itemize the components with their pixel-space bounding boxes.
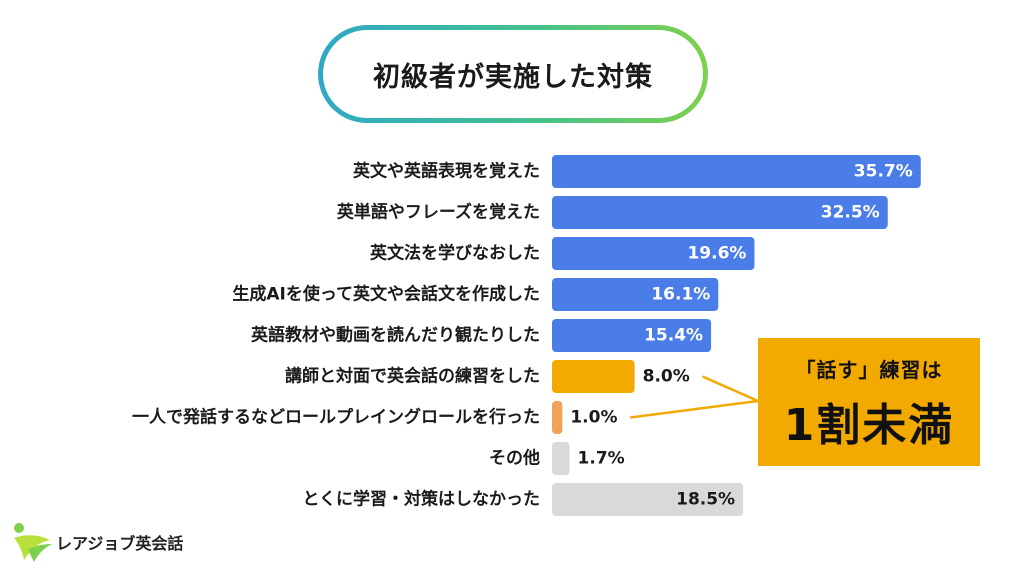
- value-label-4: 15.4%: [644, 326, 703, 346]
- brand-logo-text: レアジョブ英会話: [56, 534, 184, 553]
- category-label-6: 一人で発話するなどロールプレイングロールを行った: [132, 407, 540, 428]
- bars-layer: 英文や英語表現を覚えた 35.7% 英単語やフレーズを覚えた 32.5% 英文法を学びな…: [132, 155, 921, 516]
- brand-mark-icon: [14, 523, 52, 562]
- value-label-8: 18.5%: [676, 490, 735, 510]
- value-label-2: 19.6%: [687, 244, 746, 264]
- category-label-2: 英文法を学びなおした: [370, 243, 540, 264]
- bar-3: [552, 278, 719, 311]
- bar-4: [552, 319, 712, 352]
- brand-logo: レアジョブ英会話: [10, 520, 183, 564]
- callout-main-text: 1割未満: [783, 400, 955, 451]
- value-label-6: 1.0%: [570, 408, 617, 428]
- bar-8: [552, 483, 744, 516]
- bar-7: [552, 442, 570, 475]
- callout-line-0: [702, 375, 759, 403]
- value-label-3: 16.1%: [651, 285, 710, 305]
- chart-title: 初級者が実施した対策: [323, 30, 703, 118]
- category-label-1: 英単語やフレーズを覚えた: [337, 202, 540, 223]
- title-pill: 初級者が実施した対策: [318, 25, 708, 123]
- bar-5: [552, 360, 635, 393]
- category-label-4: 英語教材や動画を読んだり観たりした: [251, 325, 540, 346]
- value-label-1: 32.5%: [821, 203, 880, 223]
- category-label-7: その他: [489, 448, 540, 469]
- callout-box: 「話す」練習は 1割未満: [758, 338, 980, 466]
- value-label-7: 1.7%: [578, 449, 625, 469]
- bar-6: [552, 401, 563, 434]
- value-label-0: 35.7%: [854, 162, 913, 182]
- category-label-3: 生成AIを使って英文や会話文を作成した: [232, 284, 540, 305]
- bar-0: [552, 155, 921, 188]
- category-label-8: とくに学習・対策はしなかった: [303, 489, 541, 510]
- callout-line-1: [630, 399, 759, 419]
- bar-1: [552, 196, 888, 229]
- callout-top-text: 「話す」練習は: [795, 358, 943, 382]
- category-label-0: 英文や英語表現を覚えた: [353, 161, 540, 182]
- category-label-5: 講師と対面で英会話の練習をした: [285, 366, 540, 387]
- bar-2: [552, 237, 755, 270]
- callout-lines: [630, 375, 759, 419]
- value-label-5: 8.0%: [643, 367, 690, 387]
